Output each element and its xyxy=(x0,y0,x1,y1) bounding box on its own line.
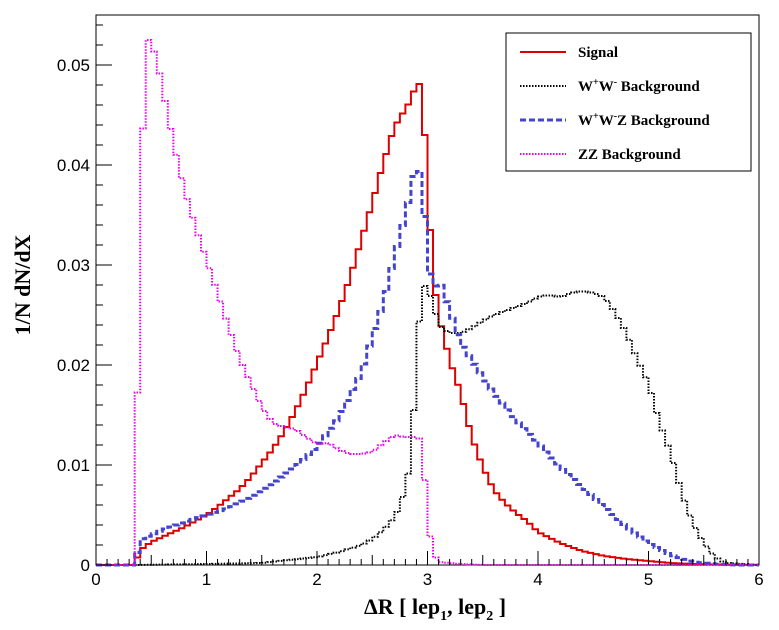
legend: Signal W+W- Background W+W-Z Background ZZ … xyxy=(505,32,752,172)
series-signal xyxy=(96,83,759,566)
legend-box xyxy=(505,32,752,172)
x-tick-label: 5 xyxy=(644,570,653,589)
x-tick-label: 4 xyxy=(533,570,542,589)
series-w-w-background xyxy=(96,285,759,566)
legend-label-signal: Signal xyxy=(578,45,618,61)
legend-label-zz-background: ZZ Background xyxy=(578,147,681,163)
y-tick-label: 0.02 xyxy=(57,356,90,375)
series-layer xyxy=(96,39,759,567)
y-tick-label: 0.01 xyxy=(57,456,90,475)
x-tick-label: 1 xyxy=(202,570,211,589)
legend-label-w-w-z-background: W+W-Z Background xyxy=(578,111,710,129)
axis-layer: 0 1 2 3 4 5 6 0 0.01 0.02 0.03 0.04 0.05 xyxy=(57,24,764,589)
x-tick-label: 0 xyxy=(91,570,100,589)
series-zz-background xyxy=(96,39,759,566)
x-tick-label: 2 xyxy=(312,570,321,589)
y-tick-label: 0.03 xyxy=(57,256,90,275)
y-tick-label: 0 xyxy=(81,556,90,575)
legend-label-w-w-background: W+W- Background xyxy=(578,77,700,95)
x-tick-label: 6 xyxy=(754,570,763,589)
y-tick-label: 0.04 xyxy=(57,156,90,175)
x-axis-title: ΔR [ lep1, lep2 ] xyxy=(364,594,506,624)
x-tick-label: 3 xyxy=(423,570,432,589)
y-axis-title: 1/N dN/dX xyxy=(10,234,35,335)
series-w-w-z-background xyxy=(96,170,759,567)
y-tick-label: 0.05 xyxy=(57,56,90,75)
